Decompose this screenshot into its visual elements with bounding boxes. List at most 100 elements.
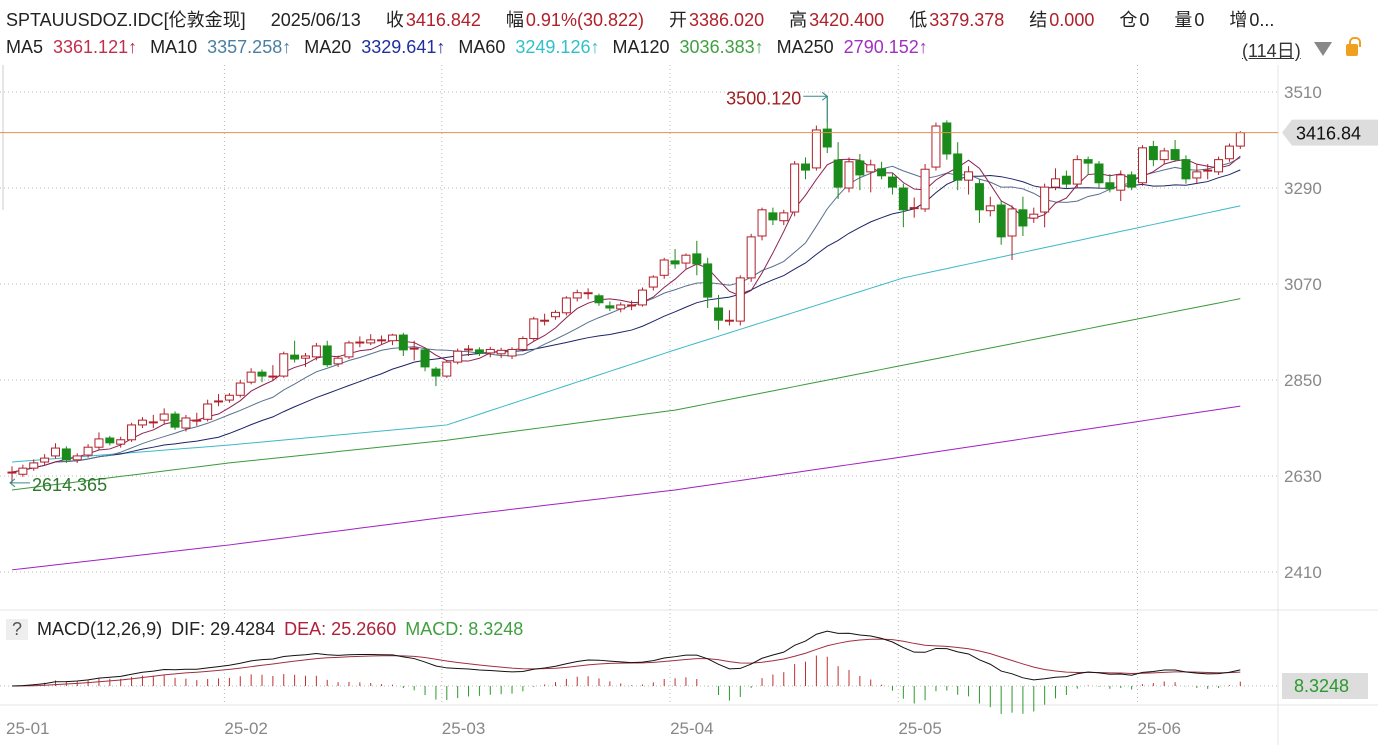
candle	[583, 288, 593, 300]
candle-body	[72, 455, 82, 461]
candle	[1181, 155, 1191, 184]
candle	[1040, 183, 1050, 228]
candle	[724, 310, 734, 326]
candle-body	[964, 171, 974, 181]
candle-body	[311, 345, 321, 358]
unlock-icon[interactable]	[1346, 37, 1361, 56]
period-selector[interactable]: (114日)	[1242, 41, 1301, 61]
candle-body	[257, 371, 267, 377]
candle	[387, 333, 397, 346]
candle-body	[203, 403, 213, 420]
candle-body	[268, 375, 278, 378]
candle	[355, 336, 365, 348]
y-tick-label: 3290	[1284, 179, 1322, 198]
y-axis: 3510 3290 3070 2850 2630 2410	[1284, 83, 1322, 582]
x-tick-label: 25-02	[224, 719, 267, 738]
ma5-value: 3361.121↑	[53, 37, 138, 57]
candle	[964, 166, 974, 195]
candle	[1072, 155, 1082, 188]
candle-body	[398, 334, 408, 351]
candle-body	[300, 355, 310, 359]
candle-body	[833, 159, 843, 188]
candle	[290, 340, 300, 363]
candle-body	[637, 289, 647, 306]
candle-body	[648, 276, 658, 288]
candle	[561, 296, 571, 316]
candle-body	[801, 163, 811, 171]
candle-body	[985, 205, 995, 212]
candle	[1224, 143, 1234, 162]
candle	[757, 207, 767, 241]
candle-body	[583, 292, 593, 295]
candle	[1214, 156, 1224, 175]
candle	[50, 443, 60, 459]
candle	[431, 366, 441, 387]
increase-value: 0...	[1249, 10, 1275, 30]
candle-body	[887, 176, 897, 188]
candle	[409, 340, 419, 361]
candle	[779, 209, 789, 226]
y-tick-label: 2630	[1284, 467, 1322, 486]
candle-body	[366, 339, 376, 344]
min-price-arrow	[9, 478, 30, 488]
candle-body	[116, 439, 126, 445]
candle-body	[279, 353, 289, 377]
candle	[203, 399, 213, 422]
candle-body	[768, 212, 778, 221]
candle-body	[529, 318, 539, 340]
candle	[464, 345, 474, 356]
quote-date: 2025/06/13	[270, 10, 361, 30]
position-value: 0	[1139, 10, 1150, 30]
candle-body	[681, 254, 691, 264]
candles	[7, 96, 1245, 483]
candle-body	[692, 253, 702, 265]
candle	[268, 365, 278, 380]
candle	[551, 310, 560, 320]
macd-panel	[11, 630, 1241, 714]
ma-legend: MA5 3361.121↑ MA10 3357.258↑ MA20 3329.641↑…	[6, 37, 930, 58]
candle	[540, 313, 550, 326]
max-price-label: 3500.120	[726, 88, 801, 108]
candle-body	[224, 394, 234, 401]
volume-label: 量	[1174, 10, 1193, 30]
help-button[interactable]: ?	[6, 619, 29, 640]
candle-body	[594, 295, 604, 304]
y-tick-label: 2850	[1284, 371, 1322, 390]
max-price-arrow	[803, 91, 829, 123]
candle-body	[159, 413, 169, 421]
macd-title: MACD(12,26,9)	[37, 619, 163, 639]
close-label: 收	[385, 10, 404, 30]
ma60-line	[11, 205, 1241, 463]
candle	[659, 257, 669, 279]
candle-body	[1094, 163, 1104, 184]
candle-body	[235, 382, 245, 396]
candle	[953, 142, 963, 191]
candle	[377, 335, 387, 345]
candle-body	[1159, 150, 1169, 161]
macd-value-tag	[1282, 673, 1368, 699]
candle-body	[898, 187, 908, 211]
settle-value: 0.000	[1049, 10, 1095, 30]
open-value: 3386.020	[689, 10, 765, 30]
dropdown-triangle-icon[interactable]	[1314, 42, 1332, 56]
candle-body	[420, 349, 430, 368]
candle-body	[344, 342, 354, 358]
candle-body	[246, 371, 256, 383]
increase-label: 增	[1229, 10, 1248, 30]
candle	[594, 293, 604, 306]
candle	[648, 275, 658, 291]
symbol-name: SPTAUUSDOZ.IDC[伦敦金现]	[6, 10, 246, 30]
candle	[442, 359, 452, 378]
candle-body	[474, 349, 484, 354]
candle-body	[931, 125, 941, 168]
candle	[7, 466, 17, 483]
candle-body	[551, 311, 560, 318]
candle-body	[61, 448, 71, 461]
candle	[637, 287, 647, 307]
last-price-tag	[1282, 119, 1378, 146]
candle-body	[1083, 159, 1093, 164]
candle-body	[464, 348, 474, 351]
candle	[909, 197, 919, 218]
candle	[137, 417, 147, 428]
